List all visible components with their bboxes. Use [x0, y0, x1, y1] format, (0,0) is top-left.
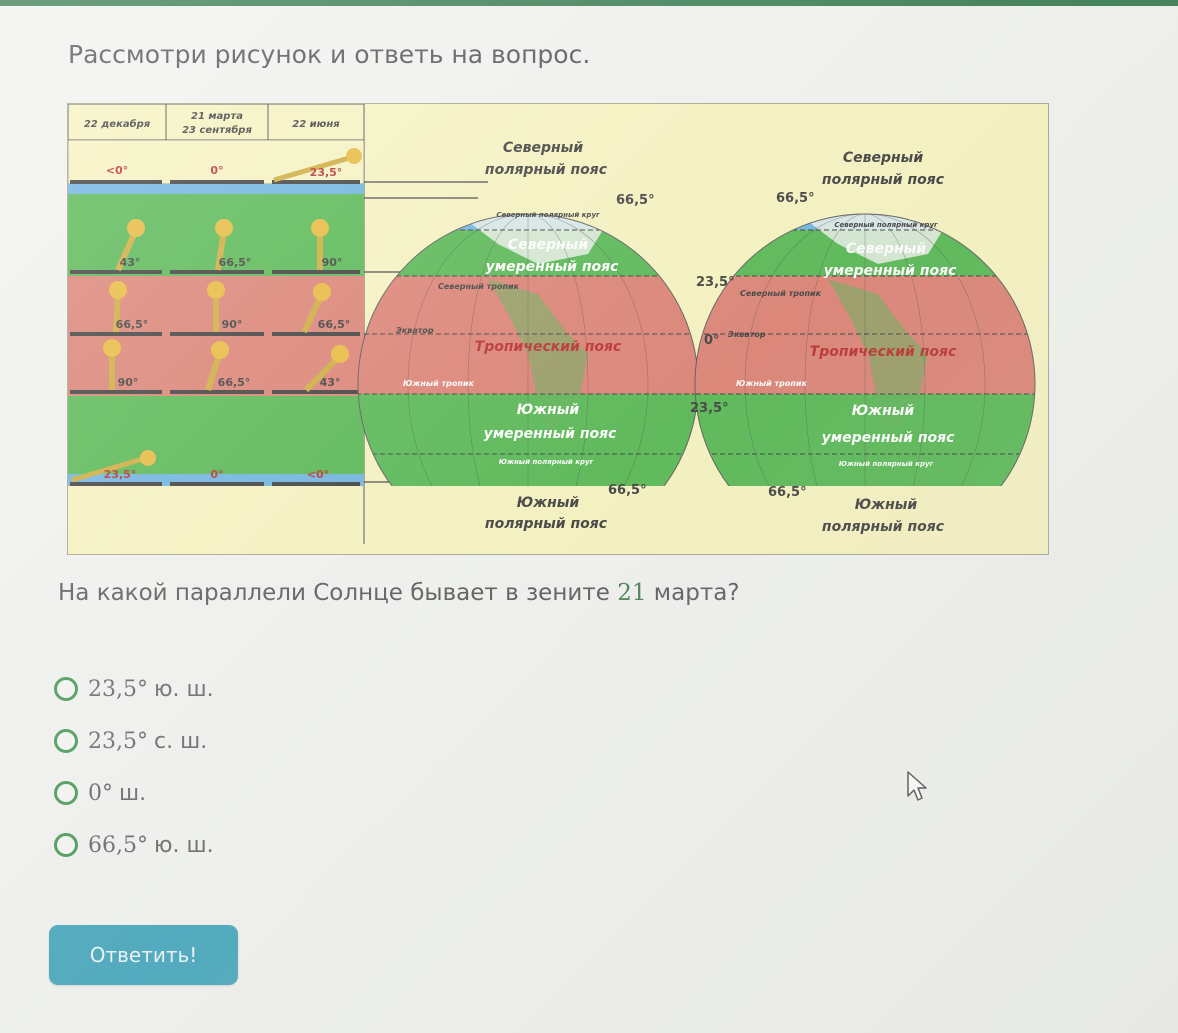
- sun-r5-c1: [71, 450, 156, 483]
- header-mar-2: 23 сентября: [182, 124, 252, 136]
- cell-r5-c2: 0°: [210, 468, 223, 481]
- answer-suffix: ю. ш.: [153, 676, 214, 702]
- g1-north-polar-2: полярный пояс: [485, 162, 608, 178]
- g2-north-temperate-2: умеренный пояс: [824, 263, 958, 279]
- cell-r4-c2: 66,5°: [218, 376, 251, 389]
- cell-r2-c3: 90°: [322, 256, 343, 269]
- deg-g2-665-bottom: 66,5°: [768, 485, 807, 500]
- g2-south-temperate-1: Южный: [852, 403, 915, 419]
- g2-south-polar-1: Южный: [855, 497, 918, 513]
- g1-south-tropic: Южный тропик: [403, 379, 474, 388]
- g1-north-polar-1: Северный: [503, 140, 583, 156]
- mouse-cursor-icon: [907, 771, 927, 801]
- g1-south-circle: Южный полярный круг: [499, 458, 594, 466]
- g1-tropical: Тропический пояс: [475, 339, 622, 355]
- header-dec: 22 декабря: [84, 118, 151, 130]
- answer-value: 23,5°: [88, 676, 148, 702]
- answer-options: 23,5° ю. ш. 23,5° с. ш. 0° ш. 66,5° ю. ш…: [54, 663, 214, 871]
- question-prompt: На какой параллели Солнце бывает в зенит…: [58, 580, 740, 606]
- answer-option-3[interactable]: 0° ш.: [54, 767, 214, 819]
- g2-south-tropic: Южный тропик: [736, 379, 807, 388]
- g2-south-temperate-2: умеренный пояс: [822, 430, 956, 446]
- g1-north-tropic: Северный тропик: [438, 282, 520, 291]
- cell-r3-c1: 66,5°: [116, 318, 149, 331]
- prompt-number: 21: [617, 580, 647, 606]
- g2-tropical: Тропический пояс: [810, 344, 957, 360]
- sun-r2-c3: [311, 219, 329, 270]
- cell-r3-c3: 66,5°: [318, 318, 351, 331]
- answer-option-4[interactable]: 66,5° ю. ш.: [54, 819, 214, 871]
- g1-north-temperate-1: Северный: [508, 237, 588, 253]
- question-title: Рассмотри рисунок и ответь на вопрос.: [68, 40, 591, 69]
- cell-r2-c2: 66,5°: [219, 256, 252, 269]
- deg-g1-665-top: 66,5°: [616, 193, 655, 208]
- g2-south-circle: Южный полярный круг: [839, 460, 934, 468]
- answer-suffix: ш.: [119, 780, 147, 806]
- deg-235-top: 23,5°: [696, 275, 735, 290]
- answer-option-2[interactable]: 23,5° с. ш.: [54, 715, 214, 767]
- answer-suffix: ю. ш.: [153, 832, 214, 858]
- g2-south-polar-2: полярный пояс: [822, 519, 945, 535]
- g2-north-polar-1: Северный: [843, 150, 923, 166]
- g1-south-temperate-2: умеренный пояс: [484, 426, 618, 442]
- cell-r4-c3: 43°: [320, 376, 341, 389]
- submit-button[interactable]: Ответить!: [49, 925, 238, 985]
- radio-button[interactable]: [54, 781, 78, 805]
- deg-0: 0°: [704, 333, 720, 348]
- radio-button[interactable]: [54, 833, 78, 857]
- answer-value: 23,5°: [88, 728, 148, 754]
- cell-r5-c3: <0°: [307, 468, 329, 481]
- sun-r2-c1: [115, 219, 145, 272]
- sun-r3-c3: [301, 283, 331, 334]
- cell-r3-c2: 90°: [222, 318, 243, 331]
- sun-r3-c2: [207, 281, 225, 332]
- sun-r4-c1: [103, 339, 121, 390]
- g1-south-temperate-1: Южный: [517, 402, 580, 418]
- cell-r2-c1: 43°: [120, 256, 141, 269]
- answer-option-1[interactable]: 23,5° ю. ш.: [54, 663, 214, 715]
- cell-r5-c1: 23,5°: [104, 468, 137, 481]
- prompt-text-before: На какой параллели Солнце бывает в зенит…: [58, 580, 618, 606]
- header-mar-1: 21 марта: [191, 111, 243, 122]
- g1-north-circle: Северный полярный круг: [496, 211, 600, 219]
- cell-r4-c1: 90°: [118, 376, 139, 389]
- deg-g1-665-bottom: 66,5°: [608, 483, 647, 498]
- answer-value: 0°: [88, 780, 113, 806]
- answer-value: 66,5°: [88, 832, 148, 858]
- radio-button[interactable]: [54, 729, 78, 753]
- sun-angle-table: 22 декабря 21 марта 23 сентября 22 июня: [68, 104, 365, 544]
- radio-button[interactable]: [54, 677, 78, 701]
- g2-north-tropic: Северный тропик: [740, 289, 822, 298]
- g2-equator: Экватор: [728, 330, 766, 339]
- cell-r1-c1: <0°: [106, 164, 128, 177]
- g1-south-polar-1: Южный: [517, 495, 580, 511]
- top-bar: [0, 0, 1178, 6]
- cell-r1-c2: 0°: [210, 164, 223, 177]
- deg-g2-665-top: 66,5°: [776, 191, 815, 206]
- header-jun: 22 июня: [292, 119, 340, 130]
- g1-equator: Экватор: [396, 326, 434, 335]
- g1-north-temperate-2: умеренный пояс: [486, 259, 620, 275]
- g2-north-circle: Северный полярный круг: [834, 221, 938, 229]
- prompt-text-after: марта?: [646, 580, 740, 606]
- sun-r4-c2: [205, 341, 229, 391]
- g2-north-polar-2: полярный пояс: [822, 172, 945, 188]
- g2-north-temperate-1: Северный: [846, 241, 926, 257]
- g1-south-polar-2: полярный пояс: [485, 516, 608, 532]
- climate-zones-figure: 22 декабря 21 марта 23 сентября 22 июня: [67, 103, 1049, 555]
- cell-r1-c3: 23,5°: [310, 166, 343, 179]
- sun-r3-c1: [109, 281, 127, 333]
- answer-suffix: с. ш.: [153, 728, 208, 754]
- deg-235-bottom: 23,5°: [690, 401, 729, 416]
- sun-r4-c3: [303, 345, 349, 393]
- sun-r2-c2: [215, 219, 233, 271]
